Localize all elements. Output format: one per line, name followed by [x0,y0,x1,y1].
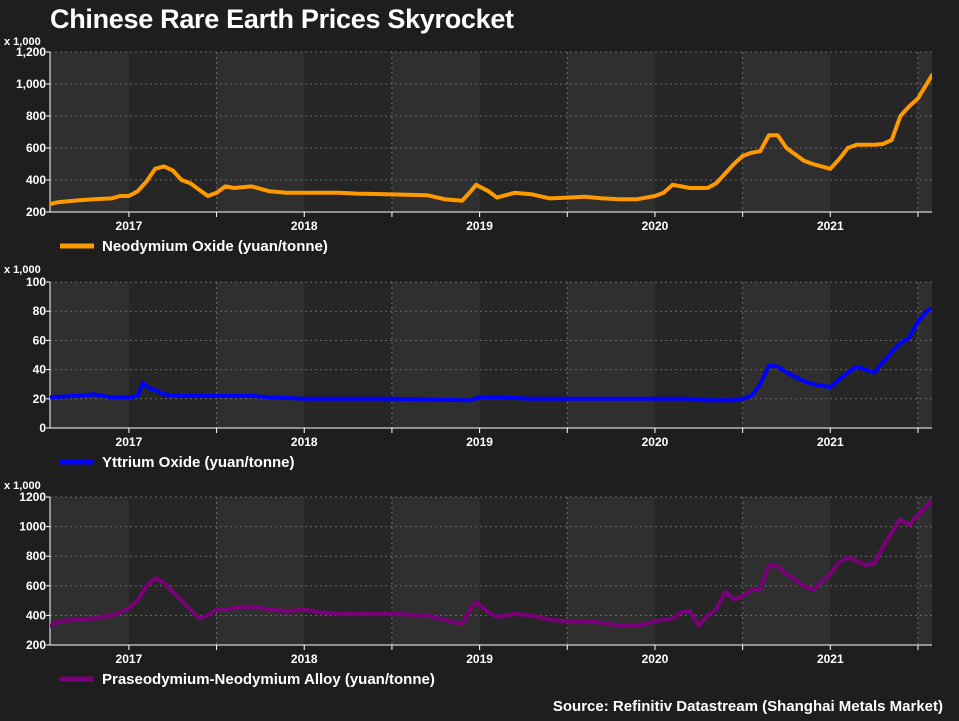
y-tick-label: 100 [26,275,46,289]
y-tick-label: 1,200 [16,45,46,59]
legend-label: Yttrium Oxide (yuan/tonne) [102,454,295,471]
legend-label: Praseodymium-Neodymium Alloy (yuan/tonne… [102,671,435,688]
plot-band [216,282,305,428]
chart-panel-3: 200 400 600 800 1000 1200 2017 2018 2019 2020 2021… [4,480,932,688]
plot-band [917,282,932,428]
y-tick-label: 60 [33,333,47,347]
y-tick-label: 600 [26,579,46,593]
y-tick-label: 400 [26,608,46,622]
x-tick-label: 2020 [642,435,669,449]
x-tick-label: 2020 [642,219,669,233]
y-tick-label: 1,000 [16,77,46,91]
x-tick-label: 2019 [466,219,493,233]
plot-band [391,282,480,428]
legend-label: Neodymium Oxide (yuan/tonne) [102,238,328,255]
plot-band [567,282,655,428]
plot-band [742,52,831,212]
plot-band [742,282,831,428]
chart-panel-2: 0 20 40 60 80 100 2017 2018 2019 2020 2021 x 1,000 Y… [4,264,932,471]
chart-title: Chinese Rare Earth Prices Skyrocket [50,4,514,34]
plot-band [391,497,480,645]
y-tick-label: 800 [26,109,46,123]
x-tick-label: 2019 [466,652,493,666]
x-tick-label: 2017 [116,652,143,666]
plot-band [742,497,831,645]
y-tick-label: 200 [26,205,46,219]
series-line [50,73,932,206]
y-tick-label: 80 [33,304,47,318]
x-tick-label: 2021 [817,219,844,233]
y-tick-label: 1000 [19,520,46,534]
plot-band [50,52,129,212]
x-tick-label: 2018 [291,652,318,666]
series-line [50,499,932,628]
x-tick-label: 2020 [642,652,669,666]
plot-band [917,497,932,645]
y-tick-label: 400 [26,173,46,187]
plot-band [391,52,480,212]
x-tick-label: 2017 [116,219,143,233]
y-tick-label: 0 [39,421,46,435]
unit-label: x 1,000 [4,264,41,276]
plot-band [216,497,305,645]
x-tick-label: 2017 [116,435,143,449]
x-tick-label: 2018 [291,219,318,233]
y-tick-label: 800 [26,549,46,563]
y-tick-label: 40 [33,363,47,377]
series-line [50,306,932,403]
x-tick-label: 2021 [817,435,844,449]
source-note: Source: Refinitiv Datastream (Shanghai M… [552,698,943,715]
unit-label: x 1,000 [4,480,41,492]
chart-panel-1: 200 400 600 800 1,000 1,200 2017 2018 2019 2020 20… [4,36,932,255]
x-tick-label: 2018 [291,435,318,449]
y-tick-label: 20 [33,392,47,406]
plot-band [50,282,129,428]
y-tick-label: 1200 [19,490,46,504]
y-tick-label: 600 [26,141,46,155]
plot-band [216,52,305,212]
y-tick-label: 200 [26,638,46,652]
x-tick-label: 2019 [466,435,493,449]
unit-label: x 1,000 [4,36,41,48]
plot-band [567,52,655,212]
x-tick-label: 2021 [817,652,844,666]
